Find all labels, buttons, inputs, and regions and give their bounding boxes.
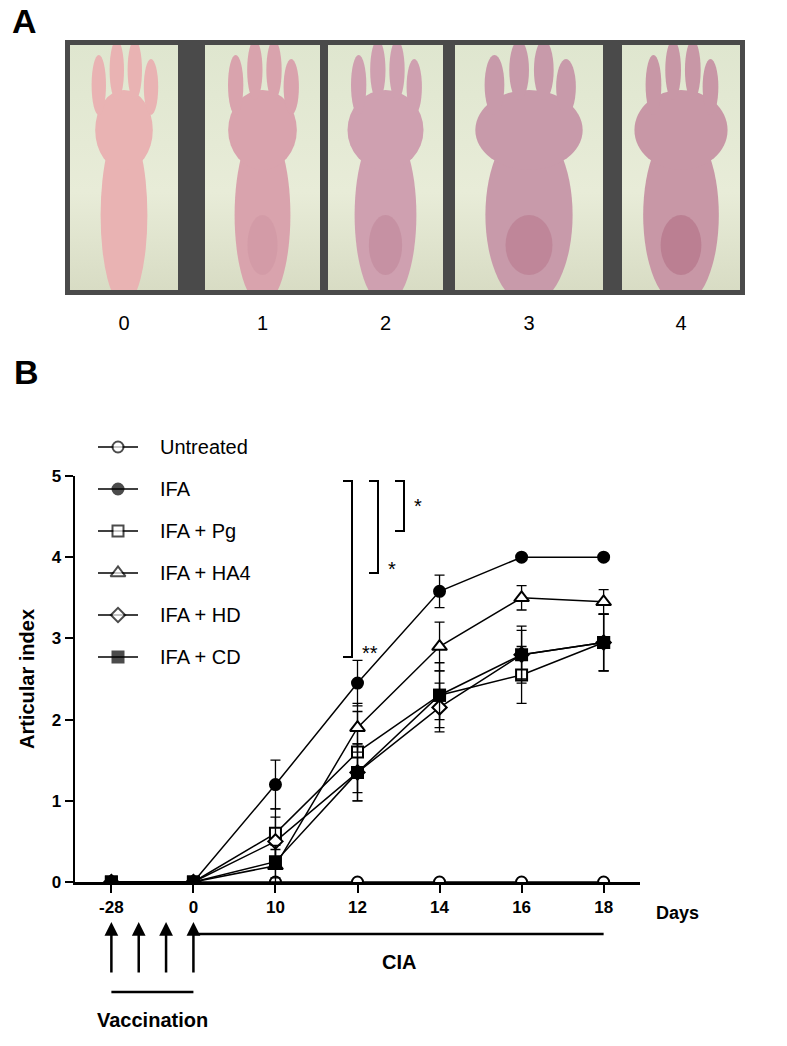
svg-text:14: 14: [430, 898, 449, 917]
svg-text:Days: Days: [656, 903, 699, 923]
html-text:2: 2: [379, 312, 392, 334]
svg-text:IFA: IFA: [160, 478, 191, 500]
svg-text:*: *: [388, 558, 396, 580]
svg-text:**: **: [362, 642, 378, 664]
html-text:1: 1: [256, 312, 269, 334]
svg-text:4: 4: [52, 548, 62, 567]
svg-text:Untreated: Untreated: [160, 436, 248, 458]
svg-text:16: 16: [512, 898, 531, 917]
svg-text:IFA + HD: IFA + HD: [160, 604, 241, 626]
svg-text:CIA: CIA: [382, 951, 416, 973]
html-text:A: A: [12, 2, 37, 40]
svg-text:IFA + Pg: IFA + Pg: [160, 520, 236, 542]
svg-text:1: 1: [52, 792, 61, 811]
svg-text:-28: -28: [99, 898, 124, 917]
svg-text:Articular index: Articular index: [16, 609, 38, 749]
html-text:0: 0: [118, 312, 130, 334]
svg-text:*: *: [414, 495, 422, 517]
svg-text:Vaccination: Vaccination: [97, 1009, 208, 1031]
svg-text:0: 0: [189, 898, 198, 917]
svg-text:5: 5: [52, 467, 61, 486]
svg-text:IFA + HA4: IFA + HA4: [160, 562, 251, 584]
svg-text:2: 2: [52, 711, 61, 730]
svg-text:18: 18: [594, 898, 613, 917]
svg-text:IFA + CD: IFA + CD: [160, 646, 241, 668]
svg-text:12: 12: [348, 898, 367, 917]
svg-text:3: 3: [52, 629, 61, 648]
svg-text:B: B: [14, 353, 39, 391]
html-text:3: 3: [523, 312, 535, 334]
svg-text:10: 10: [266, 898, 285, 917]
html-text:4: 4: [675, 312, 687, 334]
svg-text:0: 0: [52, 873, 61, 892]
